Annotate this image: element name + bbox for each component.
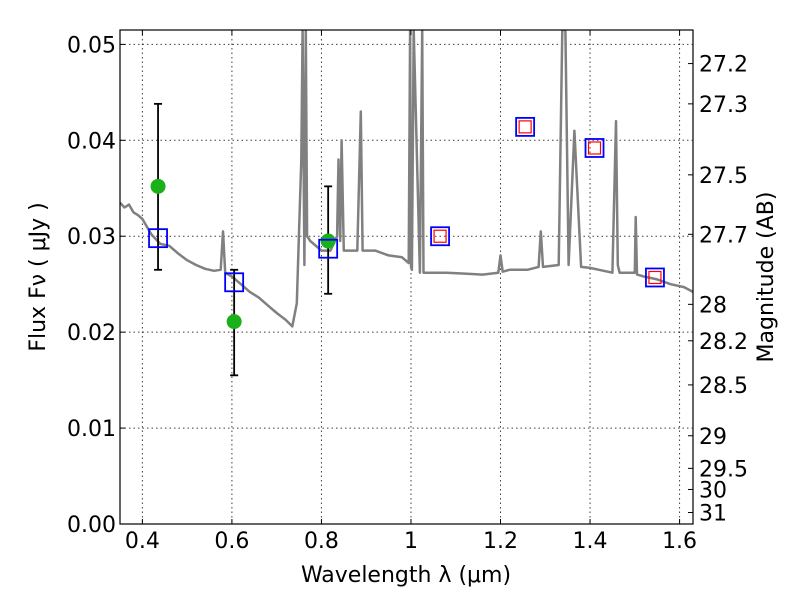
- y-tick-label: 0.01: [67, 417, 116, 442]
- y-tick-label: 0.05: [67, 33, 116, 58]
- x-tick-label: 1.6: [662, 529, 697, 554]
- x-tick-label: 0.6: [214, 529, 249, 554]
- predicted-square-marker: [587, 141, 602, 155]
- right-tick-label: 29.5: [699, 457, 748, 482]
- plot-frame: [119, 29, 694, 525]
- right-tick-label: 28.2: [699, 330, 748, 355]
- axis-ticks: 0.4 0.6 0.8 1 1.2 1.4 1.6 0.00 0.01 0.02 0.03 0.04 0…: [67, 30, 748, 554]
- y-tick-label: 0.00: [67, 513, 116, 538]
- x-tick-label: 1: [404, 529, 418, 554]
- predicted-square-marker: [518, 120, 532, 134]
- right-tick-label: 28: [699, 293, 727, 318]
- y-axis-label: Flux Fν ( μJy ): [26, 202, 51, 351]
- right-tick-label: 27.7: [699, 223, 748, 248]
- model-square-marker: [224, 272, 245, 293]
- right-tick-label: 29: [699, 425, 727, 450]
- x-tick-label: 0.8: [304, 529, 339, 554]
- plot-area: [120, 30, 693, 377]
- observed-point: [226, 314, 242, 330]
- right-tick-label: 28.5: [699, 374, 748, 399]
- model-square-marker: [318, 238, 339, 259]
- y-tick-label: 0.02: [67, 321, 116, 346]
- model-square-marker: [584, 138, 605, 158]
- x-axis-label: Wavelength λ (μm): [301, 563, 511, 588]
- right-tick-label: 27.3: [699, 93, 748, 118]
- observed-point: [150, 178, 166, 194]
- model-square-marker: [148, 228, 168, 249]
- model-square-marker: [645, 267, 665, 288]
- right-tick-label: 31: [699, 501, 727, 526]
- model-square-marker: [430, 226, 450, 247]
- x-tick-label: 1.2: [483, 529, 518, 554]
- predicted-square-marker: [433, 229, 447, 243]
- observed-point: [320, 233, 336, 249]
- x-tick-label: 0.4: [125, 529, 160, 554]
- right-y-axis-label: Magnitude (AB): [754, 192, 779, 363]
- model-square-marker: [515, 116, 536, 137]
- grid: [120, 30, 693, 525]
- right-tick-label: 27.5: [699, 164, 748, 189]
- x-tick-label: 1.4: [573, 529, 608, 554]
- y-tick-label: 0.04: [67, 129, 116, 154]
- right-tick-label: 27.2: [699, 53, 748, 78]
- model-spectrum-line: [120, 30, 693, 328]
- right-tick-label: 30: [699, 478, 727, 503]
- predicted-square-marker: [648, 270, 662, 285]
- y-tick-label: 0.03: [67, 225, 116, 250]
